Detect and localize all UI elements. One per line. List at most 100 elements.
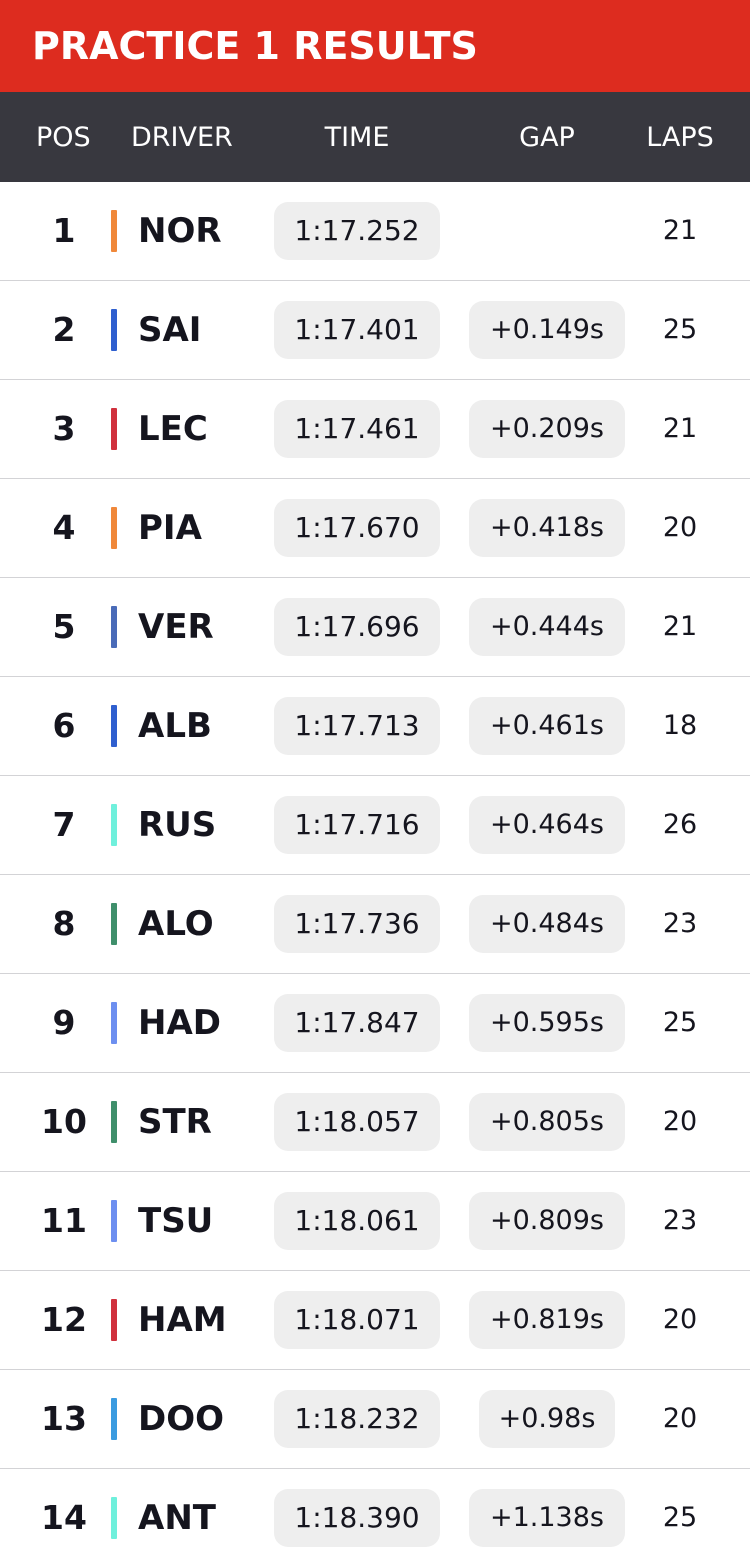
driver-code: NOR [138,211,222,251]
lap-time-pill: 1:18.061 [274,1192,440,1250]
gap-pill: +0.464s [469,796,625,854]
table-row[interactable]: 12 HAM 1:18.071 +0.819s 20 [0,1271,750,1370]
table-row[interactable]: 1 NOR 1:17.252 21 [0,182,750,281]
laps-cell: 18 [662,710,698,741]
driver-code: ANT [138,1498,216,1538]
table-row[interactable]: 11 TSU 1:18.061 +0.809s 23 [0,1172,750,1271]
gap-pill: +0.805s [469,1093,625,1151]
gap-pill: +0.461s [469,697,625,755]
driver-code: DOO [138,1399,225,1439]
title-bar: PRACTICE 1 RESULTS [0,0,750,92]
gap-pill: +0.484s [469,895,625,953]
gap-pill: +0.819s [469,1291,625,1349]
lap-time-pill: 1:17.736 [274,895,440,953]
position-cell: 9 [52,1003,76,1042]
team-color-bar [111,210,117,252]
laps-cell: 20 [662,1403,698,1434]
laps-cell: 20 [662,1106,698,1137]
gap-pill: +0.595s [469,994,625,1052]
lap-time-pill: 1:18.057 [274,1093,440,1151]
lap-time-pill: 1:17.716 [274,796,440,854]
laps-cell: 23 [662,1205,698,1236]
lap-time-pill: 1:17.252 [274,202,440,260]
lap-time-pill: 1:17.401 [274,301,440,359]
table-row[interactable]: 8 ALO 1:17.736 +0.484s 23 [0,875,750,974]
driver-code: VER [138,607,214,647]
gap-pill: +1.138s [469,1489,625,1547]
driver-code: PIA [138,508,202,548]
team-color-bar [111,1398,117,1440]
lap-time-pill: 1:17.847 [274,994,440,1052]
position-cell: 11 [41,1201,87,1240]
lap-time-pill: 1:18.071 [274,1291,440,1349]
position-cell: 8 [52,904,76,943]
table-row[interactable]: 4 PIA 1:17.670 +0.418s 20 [0,479,750,578]
lap-time-pill: 1:17.670 [274,499,440,557]
driver-code: RUS [138,805,217,845]
team-color-bar [111,903,117,945]
position-cell: 14 [41,1498,87,1537]
table-row[interactable]: 6 ALB 1:17.713 +0.461s 18 [0,677,750,776]
position-cell: 4 [52,508,76,547]
gap-pill: +0.149s [469,301,625,359]
column-header-time: TIME [324,122,390,153]
table-header: POS DRIVER TIME GAP LAPS [0,92,750,182]
position-cell: 6 [52,706,76,745]
table-row[interactable]: 9 HAD 1:17.847 +0.595s 25 [0,974,750,1073]
driver-code: STR [138,1102,212,1142]
position-cell: 7 [52,805,76,844]
team-color-bar [111,1101,117,1143]
laps-cell: 26 [662,809,698,840]
driver-code: LEC [138,409,208,449]
lap-time-pill: 1:18.232 [274,1390,440,1448]
team-color-bar [111,1497,117,1539]
laps-cell: 23 [662,908,698,939]
team-color-bar [111,606,117,648]
team-color-bar [111,705,117,747]
driver-code: SAI [138,310,202,350]
team-color-bar [111,1299,117,1341]
team-color-bar [111,309,117,351]
position-cell: 2 [52,310,76,349]
position-cell: 13 [41,1399,87,1438]
gap-pill: +0.209s [469,400,625,458]
table-row[interactable]: 7 RUS 1:17.716 +0.464s 26 [0,776,750,875]
position-cell: 1 [52,211,76,250]
laps-cell: 25 [662,1007,698,1038]
column-header-laps: LAPS [646,122,714,153]
driver-code: HAD [138,1003,221,1043]
driver-code: TSU [138,1201,214,1241]
table-row[interactable]: 14 ANT 1:18.390 +1.138s 25 [0,1469,750,1565]
table-row[interactable]: 2 SAI 1:17.401 +0.149s 25 [0,281,750,380]
lap-time-pill: 1:17.713 [274,697,440,755]
table-row[interactable]: 10 STR 1:18.057 +0.805s 20 [0,1073,750,1172]
position-cell: 5 [52,607,76,646]
team-color-bar [111,1200,117,1242]
gap-pill: +0.418s [469,499,625,557]
driver-code: ALO [138,904,214,944]
laps-cell: 25 [662,314,698,345]
laps-cell: 20 [662,1304,698,1335]
lap-time-pill: 1:17.461 [274,400,440,458]
results-table: 1 NOR 1:17.252 21 2 SAI 1:17.401 +0.149s 25 3 LEC 1… [0,182,750,1565]
driver-code: ALB [138,706,212,746]
table-row[interactable]: 13 DOO 1:18.232 +0.98s 20 [0,1370,750,1469]
column-header-pos: POS [36,122,91,153]
position-cell: 3 [52,409,76,448]
team-color-bar [111,507,117,549]
team-color-bar [111,804,117,846]
laps-cell: 21 [662,215,698,246]
team-color-bar [111,408,117,450]
gap-pill: +0.444s [469,598,625,656]
column-header-gap: GAP [519,122,575,153]
table-row[interactable]: 5 VER 1:17.696 +0.444s 21 [0,578,750,677]
laps-cell: 21 [662,413,698,444]
laps-cell: 20 [662,512,698,543]
column-header-driver: DRIVER [131,122,233,153]
laps-cell: 25 [662,1502,698,1533]
page-title: PRACTICE 1 RESULTS [32,24,478,68]
table-row[interactable]: 3 LEC 1:17.461 +0.209s 21 [0,380,750,479]
position-cell: 10 [41,1102,87,1141]
driver-code: HAM [138,1300,227,1340]
